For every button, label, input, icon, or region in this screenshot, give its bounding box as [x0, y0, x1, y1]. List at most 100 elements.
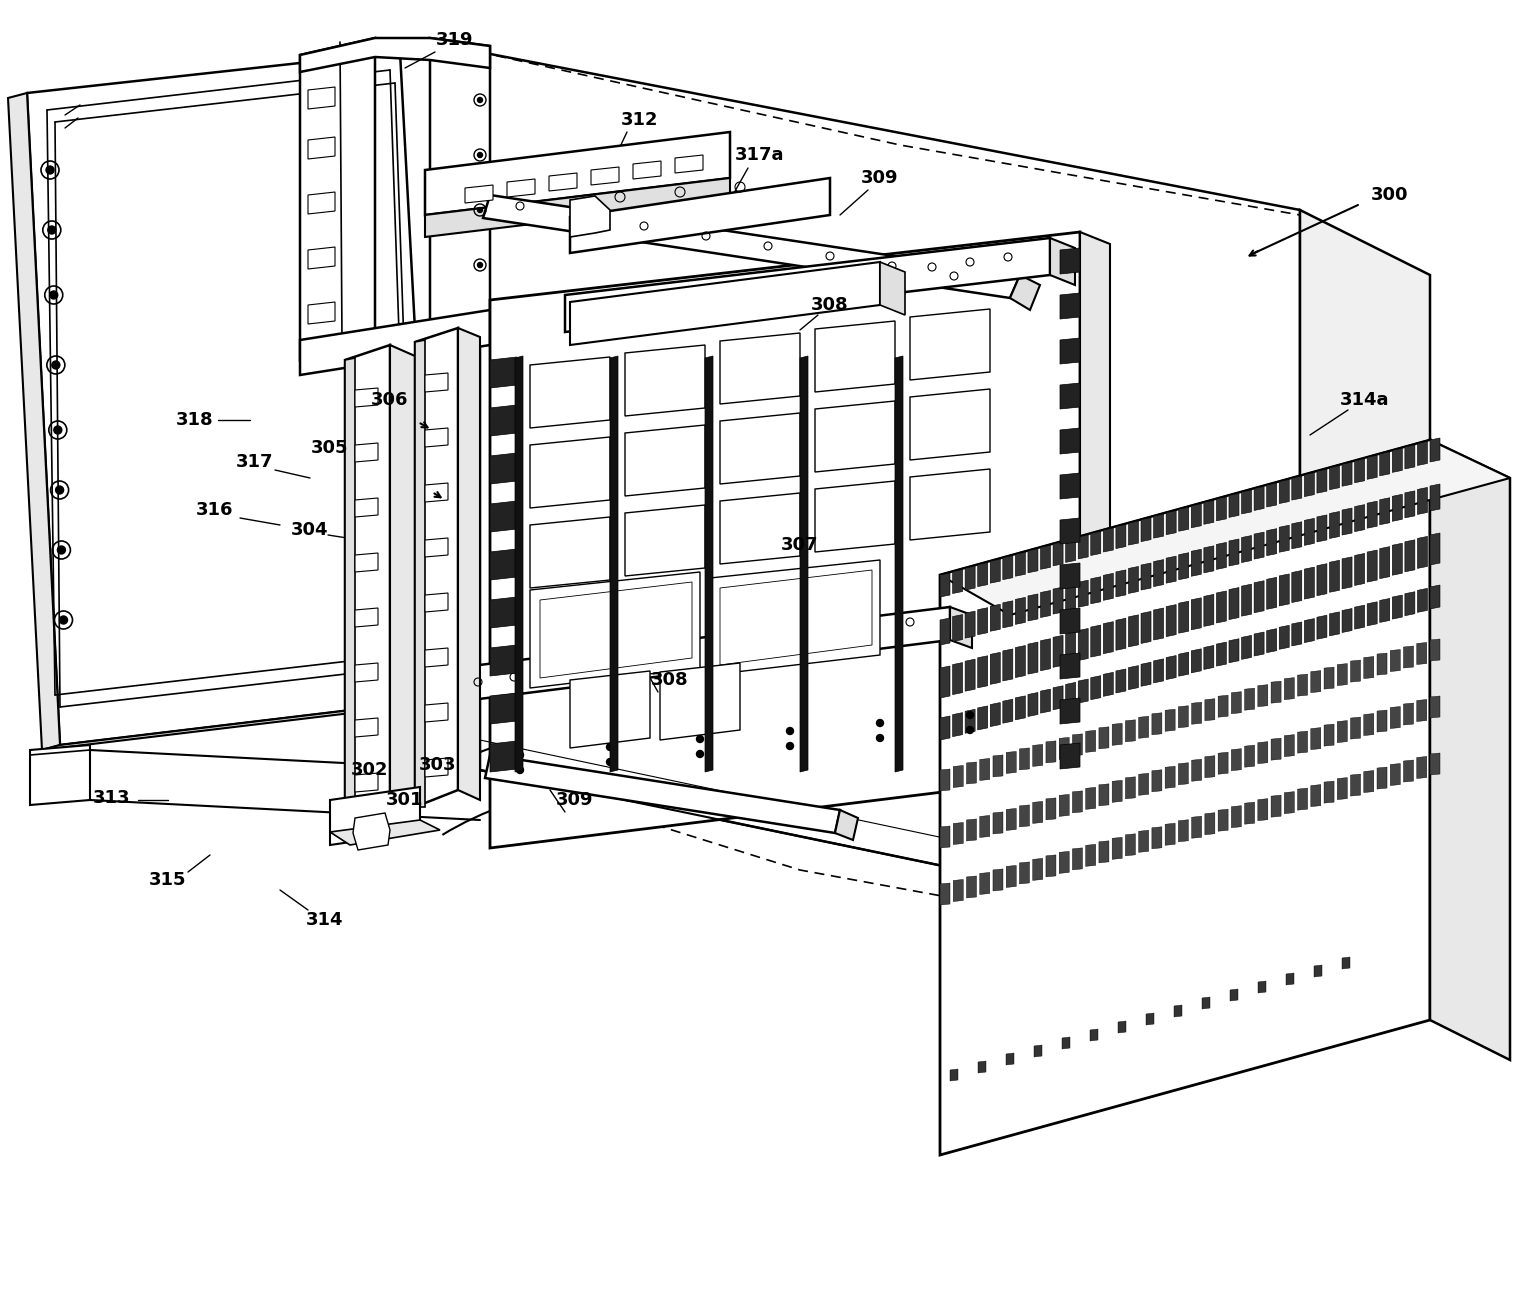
Polygon shape: [300, 38, 376, 361]
Circle shape: [966, 726, 973, 734]
Polygon shape: [1292, 476, 1302, 501]
Polygon shape: [1203, 646, 1214, 669]
Polygon shape: [1091, 625, 1101, 658]
Polygon shape: [356, 388, 379, 407]
Circle shape: [46, 166, 54, 174]
Polygon shape: [940, 440, 1510, 615]
Circle shape: [48, 226, 55, 233]
Polygon shape: [425, 178, 730, 237]
Polygon shape: [721, 333, 800, 403]
Circle shape: [60, 616, 67, 624]
Polygon shape: [1003, 648, 1013, 681]
Polygon shape: [1229, 493, 1239, 518]
Polygon shape: [1329, 560, 1340, 593]
Polygon shape: [530, 357, 610, 428]
Polygon shape: [1351, 660, 1361, 682]
Polygon shape: [1010, 275, 1039, 310]
Circle shape: [877, 720, 883, 726]
Polygon shape: [1259, 685, 1268, 707]
Circle shape: [52, 361, 60, 370]
Polygon shape: [1205, 813, 1214, 835]
Polygon shape: [1254, 486, 1265, 511]
Polygon shape: [1297, 789, 1308, 811]
Text: 309: 309: [556, 791, 593, 809]
Polygon shape: [721, 412, 800, 484]
Polygon shape: [1355, 606, 1364, 629]
Polygon shape: [1242, 490, 1251, 514]
Polygon shape: [1165, 767, 1176, 789]
Polygon shape: [1377, 654, 1387, 674]
Polygon shape: [1099, 840, 1108, 863]
Polygon shape: [1297, 674, 1308, 696]
Polygon shape: [1279, 625, 1289, 650]
Polygon shape: [950, 607, 972, 648]
Polygon shape: [1053, 542, 1062, 565]
Polygon shape: [1191, 598, 1202, 630]
Polygon shape: [1317, 470, 1328, 493]
Polygon shape: [1003, 601, 1013, 628]
Polygon shape: [425, 132, 730, 215]
Text: 304: 304: [291, 521, 328, 540]
Polygon shape: [835, 811, 858, 840]
Polygon shape: [1128, 665, 1139, 690]
Polygon shape: [1078, 629, 1088, 660]
Text: 308: 308: [811, 296, 849, 314]
Polygon shape: [966, 761, 977, 783]
Polygon shape: [1033, 859, 1042, 881]
Text: 309: 309: [862, 169, 898, 187]
Polygon shape: [1081, 232, 1110, 789]
Polygon shape: [1329, 511, 1340, 538]
Polygon shape: [1377, 709, 1387, 732]
Polygon shape: [415, 340, 425, 807]
Polygon shape: [1104, 672, 1113, 696]
Polygon shape: [1285, 677, 1294, 699]
Polygon shape: [1430, 440, 1510, 1060]
Polygon shape: [1430, 484, 1439, 511]
Polygon shape: [1266, 629, 1277, 652]
Polygon shape: [491, 693, 517, 724]
Polygon shape: [1141, 563, 1151, 590]
Polygon shape: [1191, 816, 1202, 838]
Polygon shape: [345, 345, 389, 818]
Polygon shape: [491, 357, 517, 388]
Polygon shape: [356, 553, 379, 572]
Polygon shape: [1203, 546, 1214, 573]
Polygon shape: [1125, 720, 1136, 742]
Polygon shape: [1029, 642, 1038, 674]
Polygon shape: [661, 663, 740, 741]
Polygon shape: [993, 869, 1003, 891]
Polygon shape: [1300, 210, 1430, 1010]
Polygon shape: [1179, 602, 1188, 633]
Polygon shape: [1179, 706, 1188, 728]
Polygon shape: [1202, 997, 1210, 1009]
Polygon shape: [940, 716, 950, 741]
Polygon shape: [1046, 741, 1056, 763]
Polygon shape: [1167, 604, 1176, 637]
Polygon shape: [308, 192, 336, 214]
Polygon shape: [966, 565, 975, 590]
Polygon shape: [1104, 573, 1113, 601]
Polygon shape: [1242, 584, 1251, 616]
Polygon shape: [1364, 713, 1374, 735]
Polygon shape: [1392, 543, 1403, 576]
Polygon shape: [345, 358, 356, 818]
Polygon shape: [1325, 781, 1334, 803]
Polygon shape: [1147, 1013, 1154, 1025]
Polygon shape: [1325, 667, 1334, 689]
Polygon shape: [1141, 518, 1151, 542]
Polygon shape: [966, 818, 977, 840]
Polygon shape: [1065, 538, 1076, 563]
Polygon shape: [1367, 602, 1377, 625]
Polygon shape: [1341, 957, 1351, 969]
Polygon shape: [1292, 521, 1302, 549]
Polygon shape: [1154, 514, 1164, 538]
Polygon shape: [1179, 652, 1188, 676]
Polygon shape: [1059, 383, 1081, 409]
Polygon shape: [515, 355, 523, 772]
Polygon shape: [952, 712, 963, 737]
Polygon shape: [425, 428, 448, 447]
Polygon shape: [458, 328, 480, 800]
Circle shape: [786, 742, 794, 750]
Polygon shape: [1337, 778, 1348, 799]
Polygon shape: [1311, 671, 1321, 693]
